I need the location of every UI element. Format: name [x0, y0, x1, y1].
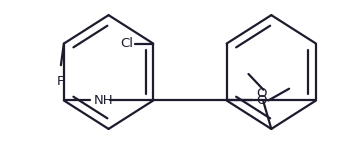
- Text: Cl: Cl: [121, 37, 134, 50]
- Text: NH: NH: [94, 94, 113, 107]
- Text: F: F: [57, 75, 65, 88]
- Text: O: O: [256, 87, 267, 100]
- Text: O: O: [256, 94, 267, 107]
